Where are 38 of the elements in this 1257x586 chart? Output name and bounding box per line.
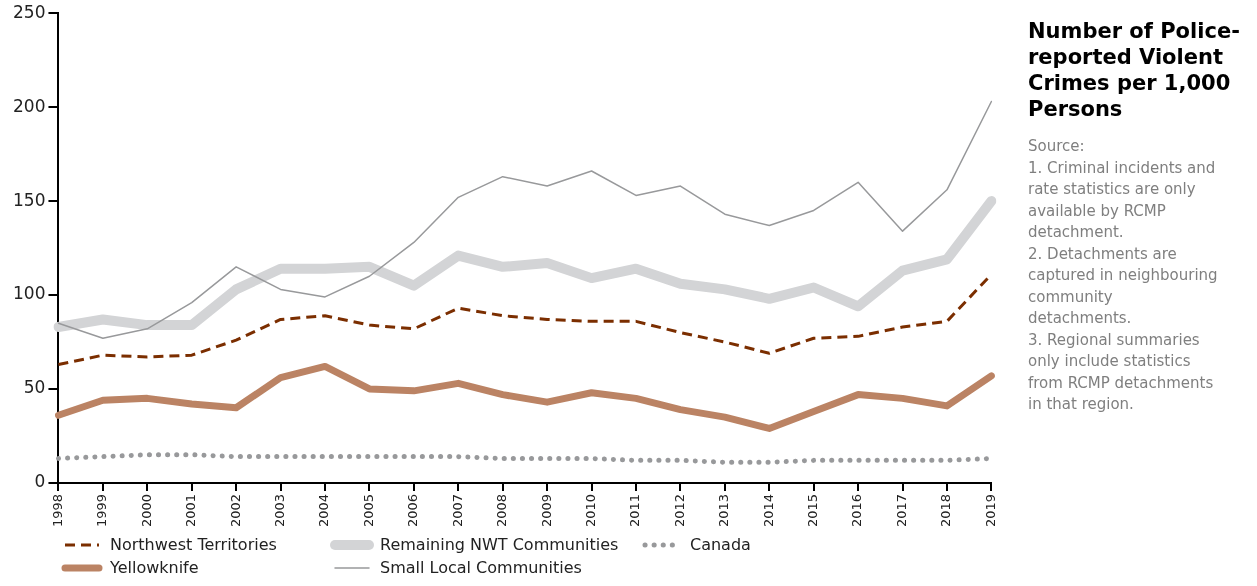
y-tick-label: 100 <box>12 283 46 304</box>
x-tick-label: 2008 <box>494 493 510 528</box>
x-tick-label: 2005 <box>360 493 376 528</box>
x-tick-label: 2003 <box>271 493 287 528</box>
x-tick-label: 2017 <box>893 493 909 528</box>
legend-label: Canada <box>690 535 751 554</box>
text: 2. Detachments are captured in neighbouring community detachments. <box>1028 243 1218 329</box>
x-tick-label: 2019 <box>982 493 998 528</box>
x-tick-label: 1998 <box>49 493 65 528</box>
x-tick-label: 2013 <box>716 493 732 528</box>
x-tick-label: 1999 <box>94 493 110 528</box>
legend-label: Small Local Communities <box>380 558 582 577</box>
text: Number of Police-reported Violent Crimes per 1,000 Persons <box>1028 18 1241 122</box>
x-tick-label: 2009 <box>538 493 554 528</box>
x-tick-label: 2012 <box>671 493 687 528</box>
x-tick-label: 2000 <box>138 493 154 528</box>
legend-label: Northwest Territories <box>110 535 277 554</box>
x-tick-label: 2018 <box>938 493 954 528</box>
x-tick-label: 2007 <box>449 493 465 528</box>
x-tick-label: 2004 <box>316 493 332 528</box>
x-tick-label: 2016 <box>849 493 865 528</box>
legend-label: Remaining NWT Communities <box>380 535 619 554</box>
x-tick-label: 2010 <box>582 493 598 528</box>
legend-label: Yellowknife <box>110 558 199 577</box>
text: 3. Regional summaries only include statistics from RCMP detachments in that region. <box>1028 329 1215 415</box>
x-tick-label: 2015 <box>805 493 821 528</box>
text: 1. Criminal incidents and rate statistics are only available by RCMP detachment. <box>1028 157 1217 243</box>
y-tick-label: 200 <box>12 95 46 116</box>
x-tick-label: 2011 <box>627 493 643 528</box>
y-tick-label: 0 <box>34 471 46 492</box>
y-tick-label: 250 <box>12 1 46 22</box>
x-tick-label: 2002 <box>227 493 243 528</box>
x-tick-label: 2006 <box>405 493 421 528</box>
x-tick-label: 2001 <box>183 493 199 528</box>
y-tick-label: 50 <box>23 377 46 398</box>
y-tick-label: 150 <box>12 189 46 210</box>
source-note: Source: <box>1028 136 1086 157</box>
x-tick-label: 2014 <box>760 493 776 528</box>
